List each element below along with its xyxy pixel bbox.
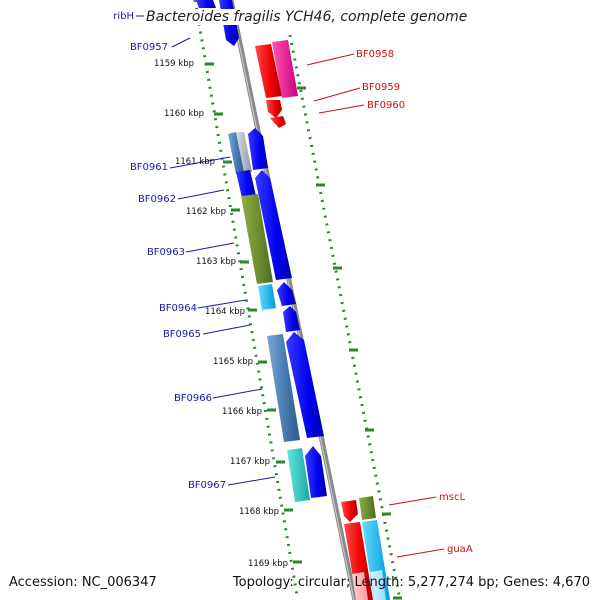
right-leader-lines: [306, 53, 445, 558]
gene-block-BF0965[interactable]: [283, 306, 300, 332]
left-major-ticks: [195, 12, 302, 564]
right-major-ticks: [297, 86, 402, 600]
gene-label-right[interactable]: BF0959: [362, 82, 400, 93]
kbp-tick-label: 1161 kbp: [175, 157, 215, 167]
kbp-tick-label: 1162 kbp: [186, 207, 226, 217]
kbp-tick-label: 1169 kbp: [248, 559, 288, 569]
kbp-tick-label: 1167 kbp: [230, 457, 270, 467]
gene-label-left[interactable]: ribH: [113, 11, 134, 22]
gene-label-left[interactable]: BF0962: [138, 194, 176, 205]
kbp-tick-label: 1168 kbp: [239, 507, 279, 517]
kbp-tick-label: 1160 kbp: [164, 109, 204, 119]
gene-label-right[interactable]: BF0958: [356, 49, 394, 60]
gene-block-guaA-pale-sky[interactable]: [370, 570, 386, 600]
gene-label-left[interactable]: BF0966: [174, 393, 212, 404]
kbp-tick-label: 1164 kbp: [205, 307, 245, 317]
gene-label-right[interactable]: mscL: [439, 492, 465, 503]
gene-block-BF0962[interactable]: [236, 170, 256, 198]
gene-block-BF0960[interactable]: [270, 116, 286, 128]
gene-label-left[interactable]: BF0965: [163, 329, 201, 340]
gene-block-ribH[interactable]: [196, 0, 216, 8]
gene-label-left[interactable]: BF0961: [130, 162, 168, 173]
gene-block-BF0967-arrow[interactable]: [305, 446, 327, 498]
topology-text: Topology: circular; Length: 5,277,274 bp…: [232, 575, 590, 590]
gene-block-BF0966-arrow[interactable]: [286, 332, 324, 438]
gene-block-BF0964-arrow[interactable]: [277, 282, 296, 306]
accession-text: Accession: NC_006347: [9, 575, 157, 590]
gene-block-BF0967[interactable]: [287, 448, 310, 502]
gene-block-BF0958[interactable]: [255, 44, 282, 98]
gene-block-guaA-pale-red[interactable]: [352, 572, 368, 600]
gene-block-BF0963[interactable]: [241, 194, 273, 284]
gene-label-left[interactable]: BF0964: [159, 303, 197, 314]
kbp-tick-label: 1159 kbp: [154, 59, 194, 69]
gene-label-right[interactable]: BF0960: [367, 100, 405, 111]
map-title: Bacteroides fragilis YCH46, complete gen…: [144, 9, 470, 25]
gene-block-BF0961[interactable]: [248, 128, 268, 170]
gene-block-BF0958-pink[interactable]: [272, 40, 298, 98]
left-leader-lines: [136, 15, 276, 486]
kbp-tick-label: 1163 kbp: [196, 257, 236, 267]
gene-block-mscL[interactable]: [341, 500, 358, 522]
gene-block-BF0961-grey[interactable]: [236, 132, 252, 172]
gene-label-right[interactable]: guaA: [447, 544, 473, 555]
gene-block-BF0959[interactable]: [266, 100, 282, 118]
gene-block-mscL-olive[interactable]: [359, 496, 376, 520]
gene-label-left[interactable]: BF0957: [130, 42, 168, 53]
gene-label-left[interactable]: BF0963: [147, 247, 185, 258]
gene-block-BF0964[interactable]: [258, 284, 276, 310]
kbp-tick-label: 1166 kbp: [222, 407, 262, 417]
kbp-tick-label: 1165 kbp: [213, 357, 253, 367]
gene-block-guaA[interactable]: [344, 522, 373, 600]
gene-block-BF0966[interactable]: [267, 334, 300, 442]
gene-label-left[interactable]: BF0967: [188, 480, 226, 491]
gene-block-BF0961-steel[interactable]: [228, 132, 244, 174]
gene-block-BF0962-arrow[interactable]: [255, 170, 292, 280]
